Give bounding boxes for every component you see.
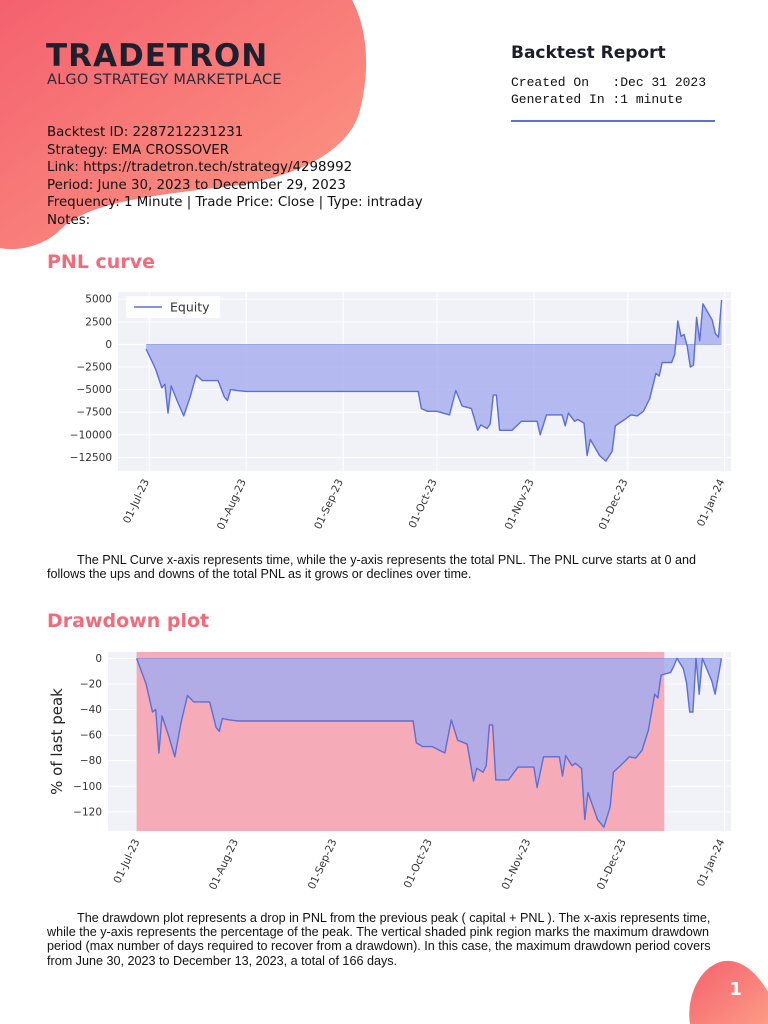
x-tick-label: 01-Jul-23 xyxy=(112,837,143,885)
chart-legend: Equity xyxy=(126,296,220,318)
series-area xyxy=(146,300,722,462)
y-axis-title: % of last peak xyxy=(48,688,66,795)
x-tick-label: 01-Nov-23 xyxy=(503,477,537,530)
series-line xyxy=(135,657,723,828)
y-tick-label: 0 xyxy=(105,339,112,351)
x-tick-label: 01-Dec-23 xyxy=(597,477,631,530)
x-tick-label: 01-Dec-23 xyxy=(595,837,629,890)
backtest-info: Backtest ID: 2287212231231 Strategy: EMA… xyxy=(47,124,423,230)
backtest-frequency: Frequency: 1 Minute | Trade Price: Close… xyxy=(47,195,423,211)
brand-logo: TRADETRON xyxy=(46,38,269,74)
x-tick-label: 01-Jul-23 xyxy=(121,477,152,525)
y-tick-label: 0 xyxy=(95,653,102,665)
legend-box xyxy=(126,296,220,318)
x-tick-label: 01-Nov-23 xyxy=(500,837,534,890)
strategy-name: Strategy: EMA CROSSOVER xyxy=(47,142,230,158)
page-number: 1 xyxy=(729,979,742,1000)
x-tick-label: 01-Aug-23 xyxy=(215,477,249,530)
y-tick-label: −2500 xyxy=(76,362,112,374)
generated-in: Generated In :1 minute xyxy=(511,92,683,107)
pnl-description: The PNL Curve x-axis represents time, wh… xyxy=(47,553,696,582)
legend-label: Equity xyxy=(170,300,210,315)
y-tick-label: −60 xyxy=(80,730,102,742)
header-decoration xyxy=(0,0,367,250)
pnl-section-title: PNL curve xyxy=(47,251,155,273)
drawdown-section-title: Drawdown plot xyxy=(47,610,210,632)
series-line xyxy=(145,300,723,462)
report-title: Backtest Report xyxy=(511,43,666,63)
y-tick-label: 5000 xyxy=(85,294,112,306)
y-tick-label: −20 xyxy=(80,678,102,690)
x-tick-label: 01-Aug-23 xyxy=(207,837,241,890)
y-tick-label: 2500 xyxy=(85,316,112,328)
x-tick-label: 01-Oct-23 xyxy=(402,837,435,890)
x-tick-label: 01-Sep-23 xyxy=(306,837,340,890)
y-tick-label: −10000 xyxy=(70,429,112,441)
y-tick-label: −80 xyxy=(80,755,102,767)
y-tick-label: −7500 xyxy=(76,407,112,419)
footer-decoration xyxy=(689,960,768,1024)
strategy-link[interactable]: Link: https://tradetron.tech/strategy/42… xyxy=(47,160,353,176)
x-tick-label: 01-Jan-24 xyxy=(695,837,728,889)
created-on: Created On :Dec 31 2023 xyxy=(511,75,707,90)
x-tick-label: 01-Sep-23 xyxy=(312,477,346,530)
brand-tagline: ALGO STRATEGY MARKETPLACE xyxy=(47,72,282,88)
backtest-period: Period: June 30, 2023 to December 29, 20… xyxy=(47,177,346,193)
y-tick-label: −100 xyxy=(73,781,102,793)
header-divider xyxy=(511,120,715,122)
series-area xyxy=(136,658,722,828)
y-tick-label: −40 xyxy=(80,704,102,716)
backtest-notes: Notes: xyxy=(47,212,91,228)
drawdown-chart: 01-Jul-23 01-Aug-23 01-Sep-23 01-Oct-23 01-N… xyxy=(48,652,731,890)
backtest-id: Backtest ID: 2287212231231 xyxy=(47,125,244,140)
drawdown-description: The drawdown plot represents a drop in P… xyxy=(47,911,711,968)
x-tick-label: 01-Oct-23 xyxy=(407,477,440,530)
x-tick-label: 01-Jan-24 xyxy=(695,477,728,529)
pnl-chart: 01-Jul-23 01-Aug-23 01-Sep-23 01-Oct-23 01-N… xyxy=(70,292,731,530)
y-tick-label: −120 xyxy=(73,806,102,818)
y-tick-label: −12500 xyxy=(70,452,112,464)
y-tick-label: −5000 xyxy=(76,384,112,396)
